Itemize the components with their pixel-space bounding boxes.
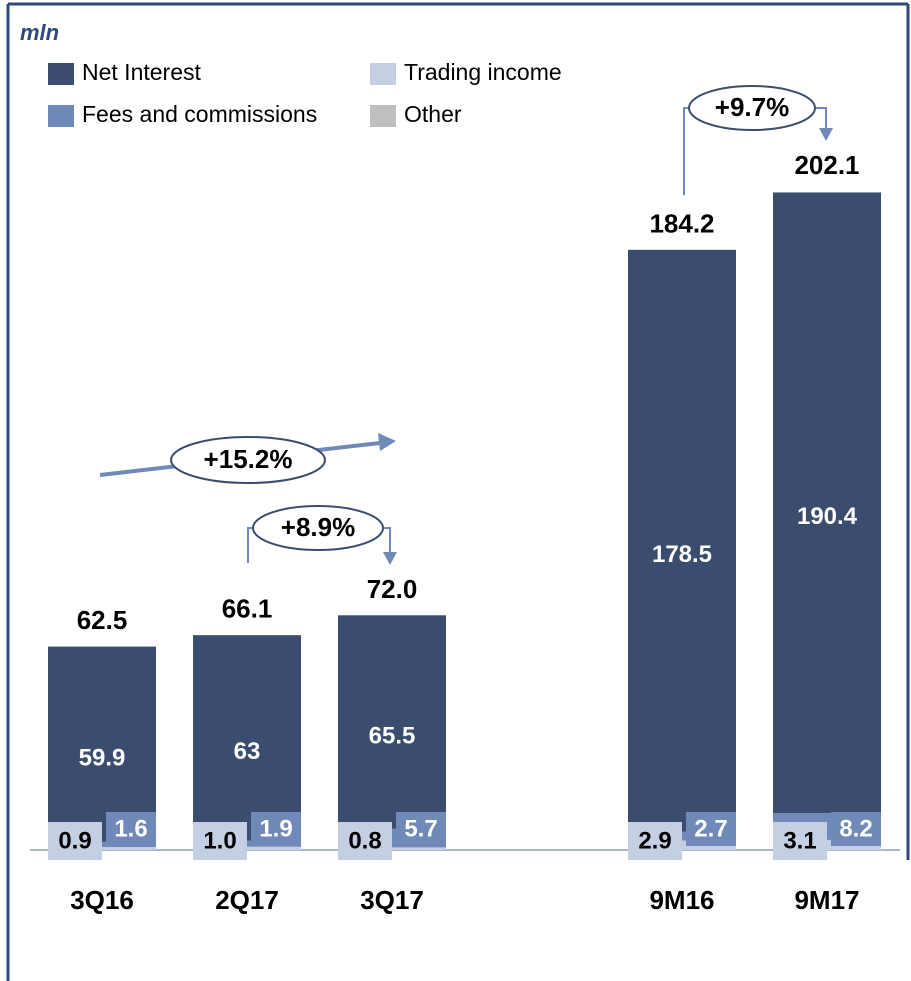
- unit-label: mln: [20, 20, 59, 45]
- label-box: [628, 822, 682, 860]
- x-tick-label: 9M17: [794, 885, 859, 915]
- ellipse: [688, 85, 816, 131]
- bar-segment: [48, 646, 156, 842]
- x-tick-label: 2Q17: [215, 885, 279, 915]
- segment-label: 2.7: [694, 815, 727, 842]
- total-label: 202.1: [794, 150, 859, 180]
- segment-label: 178.5: [652, 541, 712, 568]
- total-label: 62.5: [77, 605, 128, 635]
- legend-label: Fees and commissions: [82, 101, 317, 127]
- bar-segment: [338, 615, 446, 829]
- annotation: +9.7%: [715, 92, 789, 122]
- label-box: [251, 812, 301, 846]
- segment-label: 1.0: [203, 827, 236, 854]
- segment-label: 63: [234, 738, 261, 765]
- ellipse: [170, 436, 326, 484]
- segment-label: 8.2: [839, 815, 872, 842]
- segment-label: 1.6: [114, 815, 147, 842]
- label-box: [686, 812, 736, 846]
- segment-label: 0.9: [58, 827, 91, 854]
- frame: [6, 2, 910, 981]
- annotation-ellipses: [170, 85, 816, 551]
- x-tick-label: 9M16: [649, 885, 714, 915]
- x-tick-label: 3Q17: [360, 885, 424, 915]
- label-box: [773, 822, 827, 860]
- legend-swatch: [48, 105, 74, 127]
- legend-swatch: [48, 63, 74, 85]
- label-box: [338, 822, 392, 860]
- ellipse: [252, 505, 384, 551]
- segment-label: 5.7: [404, 815, 437, 842]
- annotation: +8.9%: [281, 512, 355, 542]
- segment-label: 3.1: [783, 827, 816, 854]
- legend-swatch: [370, 105, 396, 127]
- bar-segment: [628, 249, 736, 832]
- segment-label: 190.4: [797, 503, 858, 530]
- label-box: [396, 812, 446, 846]
- bar-segment: [773, 192, 881, 814]
- legend-label: Trading income: [404, 59, 562, 85]
- bar-segment: [193, 635, 301, 841]
- arrow-head: [378, 433, 396, 451]
- arrow-head: [819, 128, 833, 141]
- segment-label: 59.9: [79, 745, 126, 772]
- arrow-head: [383, 552, 397, 565]
- arrow-heads: [378, 128, 833, 565]
- total-label: 72.0: [367, 574, 418, 604]
- label-box: [48, 822, 102, 860]
- legend-swatch: [370, 63, 396, 85]
- label-box: [106, 812, 156, 846]
- label-box: [193, 822, 247, 860]
- annotation: +15.2%: [204, 444, 293, 474]
- total-label: 184.2: [649, 208, 714, 238]
- label-box: [831, 812, 881, 846]
- x-tick-label: 3Q16: [70, 885, 134, 915]
- segment-label: 0.8: [348, 827, 381, 854]
- segment-label: 1.9: [259, 815, 292, 842]
- legend-label: Net Interest: [82, 59, 201, 85]
- segment-label: 65.5: [369, 722, 416, 749]
- legend-label: Other: [404, 101, 462, 127]
- segment-label: 2.9: [638, 827, 671, 854]
- total-label: 66.1: [222, 593, 273, 623]
